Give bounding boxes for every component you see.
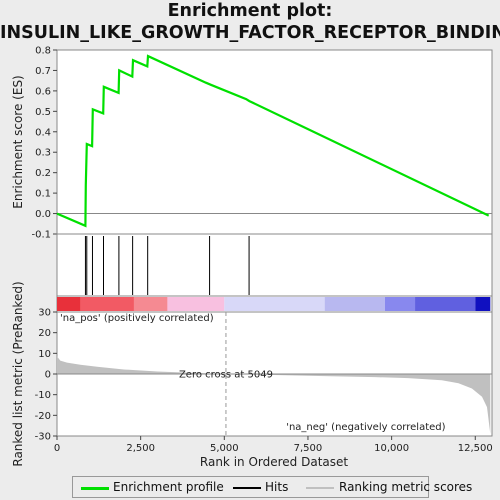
- es-y-tick-label: 0.2: [35, 168, 51, 179]
- enrichment-chart: -0.1 0.0 0.1 0.2 0.3 0.4 0.5 0.6 0.7 0.8 Enrichme…: [11, 46, 493, 470]
- metric-y-tick-label: -10: [35, 390, 51, 401]
- color-band: [80, 297, 134, 311]
- hit-markers: [84, 236, 250, 295]
- color-bands: [57, 297, 491, 311]
- positive-correlation-label: 'na_pos' (positively correlated): [60, 313, 214, 324]
- metric-x-axis: 0 2,500 5,000 7,500 10,000 12,500: [54, 436, 493, 454]
- metric-x-tick-label: 7,500: [294, 443, 323, 454]
- es-y-axis: -0.1 0.0 0.1 0.2 0.3 0.4 0.5 0.6 0.7 0.8: [31, 46, 57, 241]
- legend: Enrichment profile Hits Ranking metric s…: [72, 476, 472, 498]
- es-y-tick-label: 0.4: [35, 127, 51, 138]
- ranking-metric-area: [57, 356, 491, 434]
- es-y-axis-label: Enrichment score (ES): [11, 75, 25, 208]
- hits-panel: [56, 233, 493, 297]
- legend-hits-label: Hits: [265, 480, 289, 494]
- zero-cross-label: Zero cross at 5049: [179, 370, 273, 381]
- metric-x-tick-label: 10,000: [374, 443, 409, 454]
- color-band: [224, 297, 325, 311]
- color-band: [167, 297, 225, 311]
- es-y-tick-label: 0.0: [35, 209, 51, 220]
- legend-ranking-label: Ranking metric scores: [339, 480, 473, 494]
- metric-y-tick-label: 20: [38, 328, 51, 339]
- title-line-1: Enrichment plot:: [167, 1, 333, 21]
- es-panel: -0.1 0.0 0.1 0.2 0.3 0.4 0.5 0.6 0.7 0.8 Enrichme…: [11, 46, 493, 241]
- metric-y-tick-label: 30: [38, 308, 51, 319]
- chart-title: Enrichment plot: INSULIN_LIKE_GROWTH_FAC…: [0, 0, 500, 44]
- es-y-tick-label: -0.1: [31, 230, 51, 241]
- es-y-tick-label: 0.7: [35, 66, 51, 77]
- metric-y-tick-label: -20: [35, 411, 51, 422]
- color-band: [415, 297, 476, 311]
- es-y-tick-label: 0.5: [35, 107, 51, 118]
- negative-correlation-label: 'na_neg' (negatively correlated): [286, 422, 445, 433]
- color-band: [324, 297, 385, 311]
- legend-hits-swatch: [233, 487, 261, 489]
- legend-enrichment-swatch: [81, 487, 109, 490]
- enrichment-profile-line: [56, 54, 490, 228]
- legend-ranking-swatch: [306, 487, 334, 489]
- hits-plot-background: [56, 233, 493, 297]
- legend-enrichment-label: Enrichment profile: [113, 480, 224, 494]
- color-band: [133, 297, 168, 311]
- color-band: [57, 297, 81, 311]
- es-y-tick-label: 0.1: [35, 189, 51, 200]
- metric-y-tick-label: 0: [45, 370, 51, 381]
- metric-panel: Zero cross at 5049 'na_pos' (positively …: [11, 281, 493, 469]
- metric-y-tick-label: 10: [38, 349, 51, 360]
- rank-color-bar-panel: [56, 295, 493, 313]
- metric-x-tick-label: 12,500: [458, 443, 493, 454]
- metric-x-tick-label: 2,500: [126, 443, 155, 454]
- metric-y-axis-label: Ranked list metric (PreRanked): [11, 281, 25, 466]
- metric-y-axis: -30 -20 -10 0 10 20 30: [35, 308, 57, 443]
- color-band: [475, 297, 491, 311]
- es-y-tick-label: 0.3: [35, 148, 51, 159]
- title-line-2: INSULIN_LIKE_GROWTH_FACTOR_RECEPTOR_BIND…: [0, 23, 500, 43]
- es-plot-background: [56, 49, 493, 235]
- metric-x-tick-label: 5,000: [210, 443, 239, 454]
- metric-x-tick-label: 0: [54, 443, 60, 454]
- es-y-tick-label: 0.8: [35, 46, 51, 57]
- color-band: [384, 297, 416, 311]
- metric-x-axis-label: Rank in Ordered Dataset: [200, 455, 348, 469]
- es-y-tick-label: 0.6: [35, 86, 51, 97]
- metric-y-tick-label: -30: [35, 432, 51, 443]
